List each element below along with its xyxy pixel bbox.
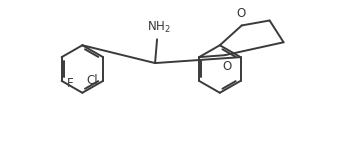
Text: NH$_2$: NH$_2$ bbox=[147, 20, 171, 35]
Text: O: O bbox=[236, 7, 245, 20]
Text: Cl: Cl bbox=[86, 74, 98, 87]
Text: F: F bbox=[67, 77, 73, 90]
Text: O: O bbox=[222, 60, 232, 73]
